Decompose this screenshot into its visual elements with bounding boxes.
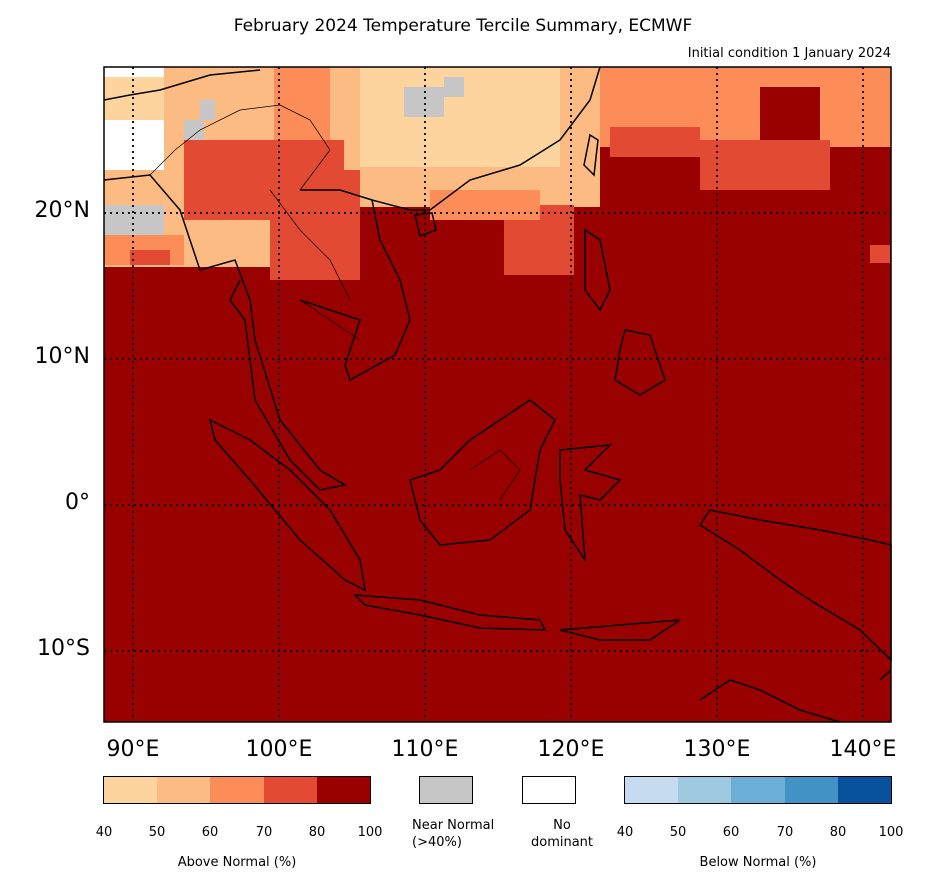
map-frame [103, 66, 892, 723]
above-colorbar-title: Above Normal (%) [177, 855, 297, 870]
below-swatch-40 [625, 776, 678, 804]
above-swatch-60 [210, 776, 264, 804]
no-dominant-swatch [522, 776, 576, 804]
chart-subtitle: Initial condition 1 January 2024 [687, 46, 891, 61]
lon-label-100e: 100°E [245, 737, 313, 762]
lon-label-120e: 120°E [537, 737, 605, 762]
gridlines [104, 67, 891, 722]
borders [149, 104, 521, 501]
above-tick: 80 [308, 825, 326, 840]
no-dominant-label-line1: No [553, 818, 571, 833]
below-tick: 80 [829, 825, 847, 840]
above-tick: 70 [255, 825, 273, 840]
near-normal-label-line1: Near Normal [412, 818, 495, 833]
above-swatch-50 [157, 776, 210, 804]
below-swatch-50 [678, 776, 731, 804]
below-tick: 40 [616, 825, 634, 840]
lat-label-10n: 10°N [34, 344, 90, 369]
below-colorbar-frame [624, 776, 892, 804]
above-swatch-80 [317, 776, 370, 804]
above-tick: 60 [201, 825, 219, 840]
below-tick: 70 [776, 825, 794, 840]
above-swatch-40 [104, 776, 157, 804]
chart-title: February 2024 Temperature Tercile Summar… [233, 16, 693, 36]
lon-label-130e: 130°E [683, 737, 751, 762]
below-swatch-60 [731, 776, 785, 804]
near-normal-label-line2: (>40%) [412, 835, 462, 850]
above-colorbar-frame [103, 776, 371, 804]
above-tick: 40 [95, 825, 113, 840]
lon-label-140e: 140°E [829, 737, 897, 762]
no-dominant-label: No dominant [509, 817, 615, 851]
lat-label-0: 0° [65, 490, 90, 515]
near-normal-swatch [419, 776, 473, 804]
above-swatch-70 [264, 776, 317, 804]
no-dominant-label-line2: dominant [530, 835, 594, 850]
below-colorbar-title: Below Normal (%) [699, 855, 817, 870]
above-tick: 50 [148, 825, 166, 840]
near-normal-label: Near Normal (>40%) [412, 817, 532, 851]
below-tick: 100 [878, 825, 904, 840]
below-swatch-80 [838, 776, 891, 804]
coastlines [103, 66, 892, 723]
lon-label-90e: 90°E [106, 737, 160, 762]
lat-label-10s: 10°S [37, 636, 90, 661]
below-swatch-70 [785, 776, 838, 804]
lat-label-20n: 20°N [34, 198, 90, 223]
below-tick: 50 [669, 825, 687, 840]
above-tick: 100 [357, 825, 383, 840]
lon-label-110e: 110°E [391, 737, 459, 762]
below-tick: 60 [722, 825, 740, 840]
